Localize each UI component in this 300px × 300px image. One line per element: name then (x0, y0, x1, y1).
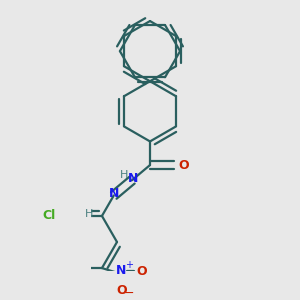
Text: N: N (109, 187, 119, 200)
Text: O: O (178, 159, 189, 172)
Text: N: N (128, 172, 138, 184)
Text: N: N (116, 264, 127, 277)
Text: O: O (136, 265, 147, 278)
Text: H: H (85, 209, 93, 219)
Text: Cl: Cl (43, 209, 56, 222)
Text: H: H (120, 170, 129, 180)
Text: +: + (125, 260, 133, 270)
Text: O: O (116, 284, 127, 297)
Text: −: − (124, 287, 134, 300)
